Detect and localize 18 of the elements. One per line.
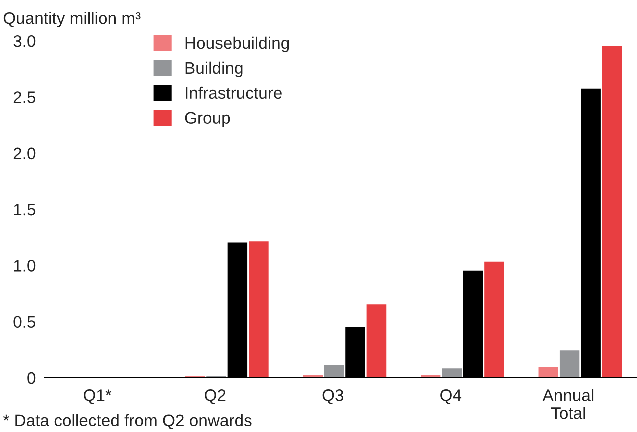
y-tick-label: 2.5 xyxy=(14,92,36,104)
legend-label: Housebuilding xyxy=(186,36,290,52)
y-tick-label: 2.0 xyxy=(14,148,36,160)
legend-label: Infrastructure xyxy=(186,86,282,100)
y-tick-label: 0 xyxy=(28,372,36,384)
legend-label: Group xyxy=(185,112,230,128)
x-tick-label: Q1* xyxy=(84,390,112,404)
x-tick-label: Q4 xyxy=(440,390,462,404)
x-tick-label: Annual Total xyxy=(542,389,594,420)
legend-label: Building xyxy=(186,62,243,78)
y-tick-label: 0.5 xyxy=(14,316,36,328)
x-tick-label: Q2 xyxy=(205,390,226,404)
y-axis-title: Quantity million m³ xyxy=(4,12,141,28)
y-tick-label: 1.0 xyxy=(14,260,36,272)
x-tick-label: Q3 xyxy=(322,390,344,404)
y-tick-label: 1.5 xyxy=(14,204,36,216)
y-tick-label: 3.0 xyxy=(14,35,36,48)
text: * Data collected from Q2 onwards xyxy=(3,414,252,430)
